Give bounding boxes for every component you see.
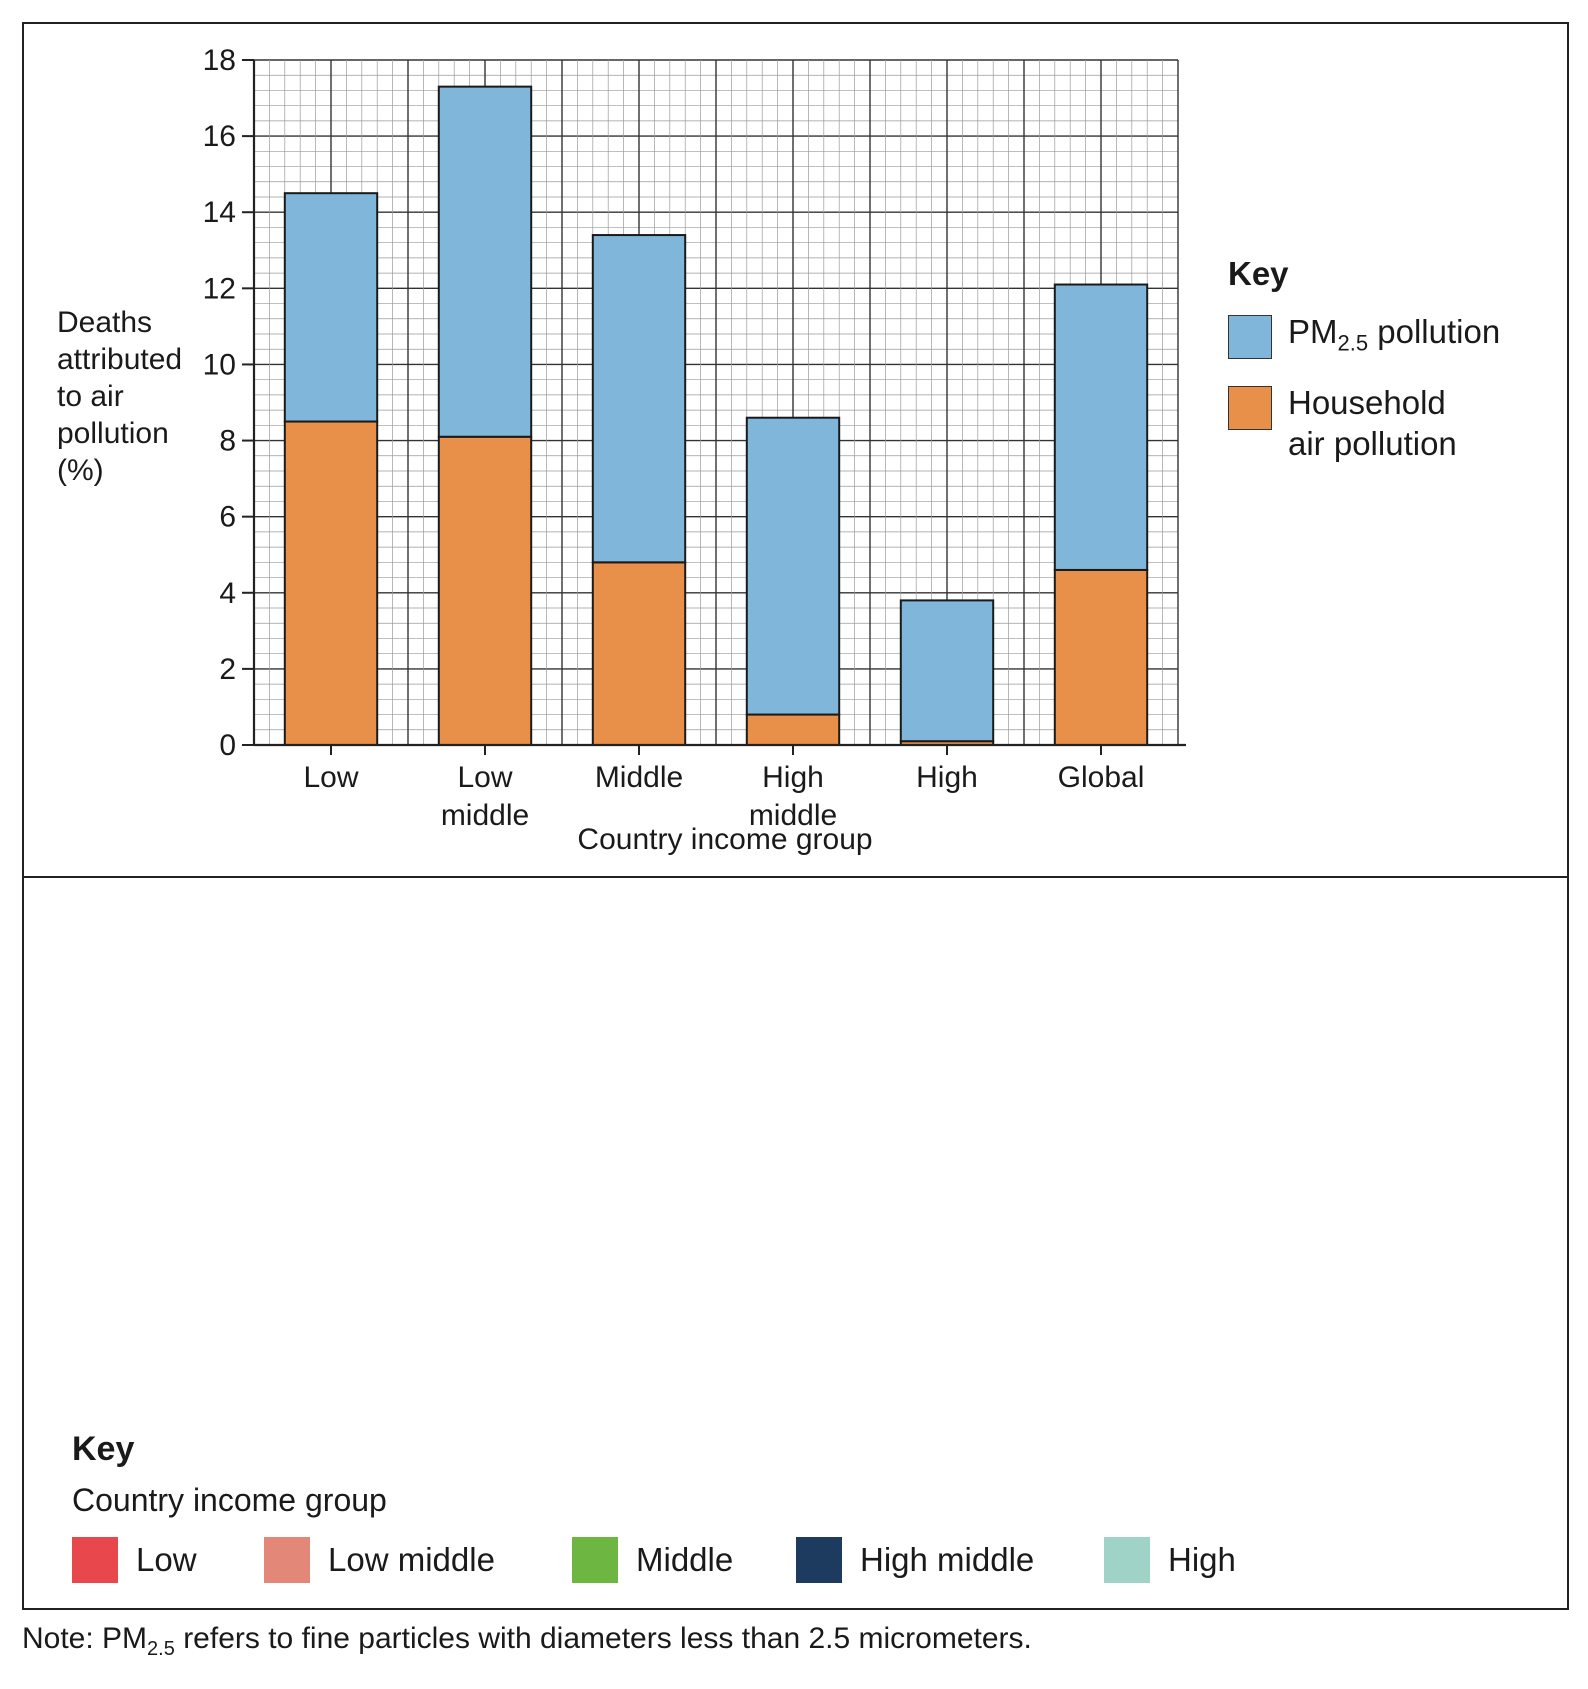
y-tick-label: 12 <box>203 272 236 305</box>
map-legend-label: High <box>1168 1541 1236 1578</box>
x-tick-label: Low middle <box>441 761 529 832</box>
bar-segment <box>437 85 533 438</box>
map-legend-label: Middle <box>636 1541 734 1578</box>
bar-segment <box>437 435 533 746</box>
bar-segment <box>283 420 379 746</box>
map-legend-title: Key <box>72 1430 135 1468</box>
chart-bars <box>283 85 1149 747</box>
y-tick-label: 2 <box>219 653 236 686</box>
map-legend-item: Low middle <box>264 1537 495 1583</box>
bar-segment <box>283 192 379 423</box>
y-tick-label: 4 <box>219 577 236 610</box>
legend-item-household: Household air pollution <box>1228 382 1500 464</box>
map-legend-label: Low <box>136 1541 197 1578</box>
y-tick-label: 18 <box>203 44 236 77</box>
map-legend-label: High middle <box>860 1541 1035 1578</box>
map-legend-label: Low middle <box>328 1541 495 1578</box>
map-legend-item: High middle <box>796 1537 1034 1583</box>
legend-item-pm25: PM2.5 pollution <box>1228 311 1500 364</box>
panel-divider <box>22 876 1569 878</box>
legend-label-pm25: PM2.5 pollution <box>1288 313 1501 356</box>
legend-swatch-pm25 <box>1228 315 1272 359</box>
legend-swatch-household <box>1228 385 1272 430</box>
bar-segment <box>899 599 995 743</box>
map-legend-swatch <box>796 1537 842 1583</box>
bar-segment <box>745 416 841 716</box>
y-axis-label: Deaths attributed to air pollution (%) <box>57 306 182 487</box>
map-legend-swatch <box>264 1537 310 1583</box>
map-legend-item: High <box>1104 1537 1236 1583</box>
bar-segment <box>1053 283 1149 571</box>
y-tick-label: 10 <box>203 348 236 381</box>
bar-segment <box>1053 568 1149 747</box>
stacked-bar-chart: Low Low middle Middle High middle High Global 0 2… <box>57 44 1186 856</box>
x-tick-label: Low <box>303 761 358 794</box>
y-axis-label-text: Deaths attributed to air pollution (%) <box>57 306 182 487</box>
y-tick-label: 6 <box>219 501 236 534</box>
x-tick-label: High <box>916 761 978 794</box>
map-legend-subtitle: Country income group <box>72 1482 387 1518</box>
x-tick-label: Middle <box>595 761 683 794</box>
map-legend-item: Low <box>72 1537 197 1583</box>
legend-label-household: Household air pollution <box>1288 383 1457 462</box>
x-axis-label: Country income group <box>577 823 872 856</box>
y-tick-label: 16 <box>203 120 236 153</box>
y-tick-label: 0 <box>219 729 236 762</box>
figure-frame <box>22 22 1569 1610</box>
bar-segment <box>591 234 687 564</box>
map-legend-item: Middle <box>572 1537 733 1583</box>
x-tick-label: Global <box>1058 761 1145 794</box>
bar-segment <box>591 561 687 746</box>
y-tick-label: 8 <box>219 425 236 458</box>
map-legend-swatch <box>572 1537 618 1583</box>
chart-legend: Key PM2.5 pollution Household air pollut… <box>1228 255 1500 464</box>
chart-legend-title: Key <box>1228 255 1289 292</box>
y-tick-label: 14 <box>203 196 236 229</box>
x-tick-label: High middle <box>749 761 837 832</box>
bar-segment <box>745 713 841 746</box>
footnote: Note: PM2.5 refers to fine particles wit… <box>22 1622 1032 1660</box>
chart-axes: Low Low middle Middle High middle High Global 0 2… <box>203 44 1186 832</box>
map-legend-swatch <box>72 1537 118 1583</box>
chart-grid <box>253 59 1179 746</box>
map-legend-swatch <box>1104 1537 1150 1583</box>
